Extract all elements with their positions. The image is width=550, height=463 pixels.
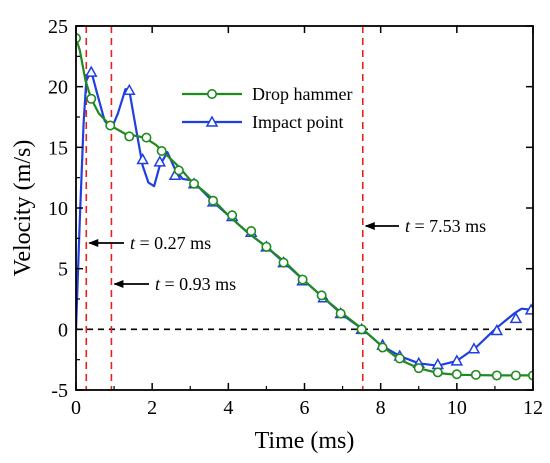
series-1-point-15 [316, 290, 327, 301]
data-series [76, 33, 533, 381]
series-1-point-6 [156, 145, 167, 156]
x-tick-label-1: 0 [71, 397, 81, 419]
series-1 [76, 33, 533, 381]
series-1-point-21 [432, 367, 443, 378]
series-1-point-10 [227, 210, 238, 221]
annotation-label-1: t = 0.27 ms [130, 233, 211, 253]
annotation-value-1: = 0.27 ms [135, 233, 211, 253]
annotation-variable-1: t [130, 233, 136, 253]
y-tick-label-5: 15 [48, 137, 68, 159]
annotation-value-3: = 7.53 ms [410, 216, 486, 236]
series-2-point-24 [524, 303, 533, 315]
y-axis-title: Velocity (m/s) [10, 140, 36, 277]
plot-area [76, 26, 533, 390]
plot-frame [75, 25, 534, 391]
series-1-point-19 [394, 353, 405, 364]
series-1-point-13 [278, 257, 289, 268]
legend: Drop hammer Impact point [182, 84, 352, 132]
series-2-point-23 [509, 311, 523, 324]
series-1-point-20 [413, 363, 424, 374]
legend-marker-2 [205, 115, 219, 127]
legend-label-2: Impact point [252, 112, 343, 132]
x-tick-label-6: 10 [447, 397, 467, 419]
x-tick-label-4: 6 [300, 397, 310, 419]
annotation-variable-3: t [405, 216, 411, 236]
series-1-point-3 [105, 120, 116, 131]
y-tick-label-7: 25 [48, 16, 68, 38]
annotations: t = 0.27 mst = 0.93 mst = 7.53 ms [88, 216, 486, 294]
series-1-point-5 [141, 132, 152, 143]
x-axis-title: Time (ms) [255, 428, 355, 454]
series-1-point-24 [491, 370, 502, 381]
legend-label-1: Drop hammer [252, 84, 352, 104]
series-1-point-22 [451, 369, 462, 380]
y-tick-label-3: 5 [58, 259, 68, 281]
y-tick-label-2: 0 [58, 319, 68, 341]
series-1-point-8 [189, 178, 200, 189]
y-tick-label-4: 10 [48, 198, 68, 220]
series-2-point-22 [490, 324, 504, 336]
series-2-point-21 [467, 342, 481, 354]
series-1-point-12 [261, 241, 272, 252]
series-line-1 [76, 37, 533, 377]
annotation-label-3: t = 7.53 ms [405, 216, 486, 236]
series-2-point-20 [450, 354, 464, 366]
legend-marker-1 [207, 89, 218, 100]
y-tick-label-6: 20 [48, 77, 68, 99]
x-tick-label-2: 2 [147, 397, 157, 419]
series-1-point-7 [173, 165, 184, 176]
series-1-point-14 [297, 274, 308, 285]
x-tick-label-3: 4 [223, 397, 233, 419]
series-1-point-23 [470, 369, 481, 380]
series-1-point-17 [356, 324, 367, 335]
series-1-point-16 [335, 308, 346, 319]
annotation-value-2: = 0.93 ms [160, 274, 236, 294]
x-tick-label-7: 12 [523, 397, 543, 419]
series-1-point-9 [208, 195, 219, 206]
annotation-label-2: t = 0.93 ms [155, 274, 236, 294]
series-1-point-25 [510, 370, 521, 381]
series-2-point-2 [123, 83, 136, 96]
x-tick-label-5: 8 [376, 397, 386, 419]
series-2-point-1 [84, 65, 98, 77]
series-1-point-18 [377, 342, 388, 353]
series-2-point-4 [153, 155, 167, 167]
series-2-point-3 [136, 152, 149, 165]
annotation-variable-2: t [155, 274, 161, 294]
y-tick-label-1: -5 [51, 380, 68, 402]
series-1-point-2 [86, 93, 97, 104]
series-1-point-4 [124, 131, 135, 142]
series-1-point-11 [246, 226, 257, 237]
